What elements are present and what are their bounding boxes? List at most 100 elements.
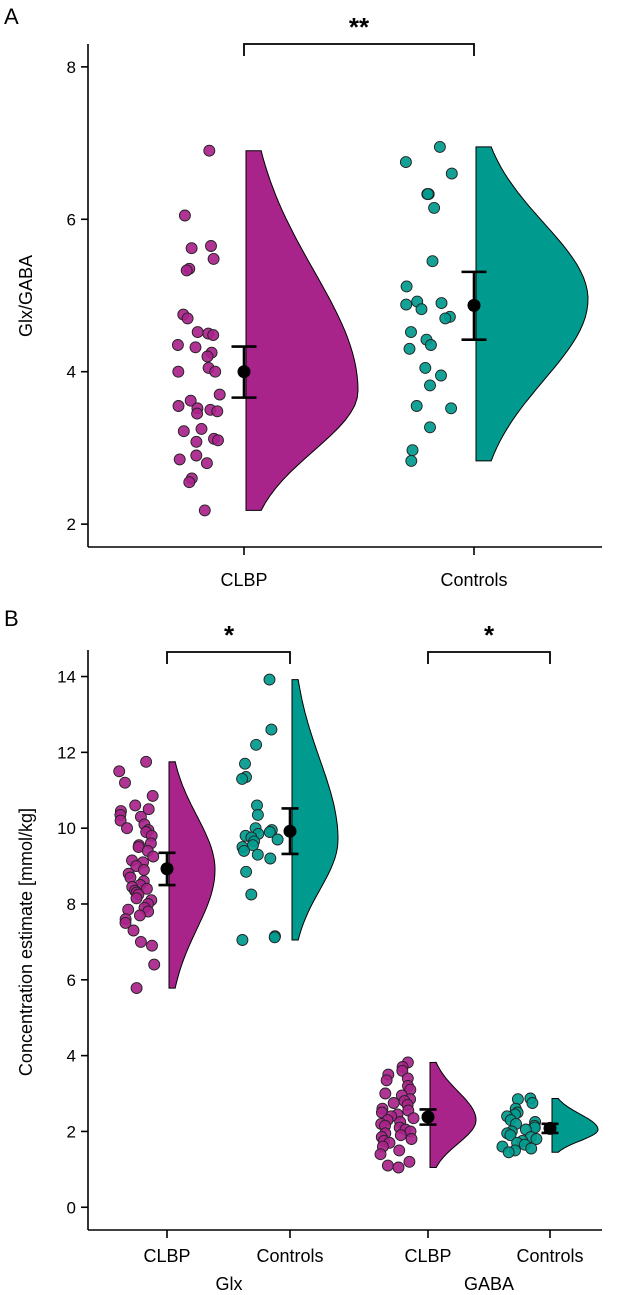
data-point (200, 457, 213, 470)
panel-a: A Glx/GABA 2 4 6 8 CLBP Controls ** (4, 4, 602, 590)
y-tick-label: 10 (57, 819, 76, 838)
data-point (405, 454, 418, 467)
data-point (428, 201, 441, 214)
data-point (180, 264, 193, 277)
data-point (183, 476, 196, 489)
data-point (133, 909, 146, 922)
data-point (439, 312, 452, 325)
data-point (238, 844, 250, 857)
y-tick-label: 6 (67, 971, 76, 990)
data-point (403, 342, 416, 355)
data-point (380, 1074, 393, 1087)
data-point (387, 1097, 400, 1109)
data-point (119, 776, 131, 789)
y-tick-label: 2 (67, 1122, 76, 1141)
data-point (173, 453, 186, 466)
data-point (406, 444, 419, 457)
data-point (142, 803, 155, 816)
data-point (146, 789, 159, 802)
y-tick-label: 4 (67, 363, 76, 382)
data-point (239, 757, 251, 770)
data-point (209, 365, 222, 378)
data-point (403, 1155, 416, 1168)
data-point (203, 144, 216, 157)
density-cloud (429, 1061, 477, 1169)
data-point (251, 808, 264, 821)
data-point (191, 326, 204, 339)
panel-b-significance-marker-gaba: * (484, 620, 495, 650)
data-point (265, 723, 278, 736)
y-tick-label: 8 (67, 58, 76, 77)
data-point (424, 421, 436, 434)
data-point (140, 755, 153, 768)
data-point (421, 188, 434, 201)
data-point (213, 388, 226, 401)
data-point (201, 350, 214, 363)
data-point (433, 140, 446, 153)
data-point (121, 822, 133, 835)
data-point (178, 209, 191, 222)
data-point (502, 1146, 515, 1159)
data-point (399, 156, 412, 169)
data-point (191, 407, 204, 420)
data-point (400, 298, 413, 311)
mean-marker (421, 1110, 435, 1124)
data-point (198, 504, 211, 517)
data-point (140, 882, 153, 895)
density-cloud (168, 761, 216, 989)
data-point (134, 935, 147, 948)
data-point (190, 435, 203, 448)
data-point (530, 1133, 543, 1145)
data-point (172, 365, 185, 378)
data-point (250, 738, 263, 751)
panel-b-group-label-glx: Glx (216, 1274, 243, 1294)
density-cloud (475, 146, 589, 462)
data-point (130, 982, 143, 995)
data-point (148, 958, 161, 971)
data-point (184, 394, 197, 407)
density-cloud (245, 150, 359, 511)
data-point (240, 865, 253, 878)
data-point (271, 833, 284, 846)
y-tick-label: 14 (57, 668, 76, 687)
data-point (137, 863, 150, 876)
panel-b-y-axis-title: Concentration estimate [mmol/kg] (16, 808, 36, 1076)
data-point (268, 931, 281, 944)
data-point (207, 252, 220, 265)
data-point (526, 1097, 539, 1109)
data-point (172, 400, 185, 412)
panel-a-significance-marker: ** (349, 12, 370, 42)
data-point (419, 361, 432, 374)
mean-marker (543, 1121, 557, 1135)
data-point (263, 673, 276, 686)
data-point (146, 939, 158, 952)
significance-bracket (243, 43, 475, 56)
panel-b-category-gaba-clbp: CLBP (404, 1246, 451, 1266)
data-point (236, 934, 249, 946)
mean-marker (160, 862, 174, 876)
mean-marker (283, 824, 297, 838)
data-point (424, 379, 436, 392)
density-cloud (291, 679, 339, 941)
panel-a-label: A (4, 4, 19, 29)
data-point (119, 916, 132, 929)
y-tick-label: 6 (67, 210, 76, 229)
data-point (415, 303, 428, 316)
panel-b-significance-marker-glx: * (224, 620, 235, 650)
data-point (525, 1142, 538, 1155)
data-point (264, 852, 277, 865)
data-point (129, 799, 142, 812)
data-point (207, 329, 220, 342)
data-point (114, 814, 127, 827)
data-point (113, 765, 126, 778)
data-point (185, 242, 198, 255)
data-point (251, 848, 264, 861)
data-point (410, 400, 423, 412)
data-point (212, 434, 224, 447)
data-point (127, 924, 140, 937)
data-point (195, 422, 208, 435)
panel-b-category-gaba-controls: Controls (516, 1246, 583, 1266)
data-point (435, 297, 448, 310)
data-point (205, 240, 217, 252)
